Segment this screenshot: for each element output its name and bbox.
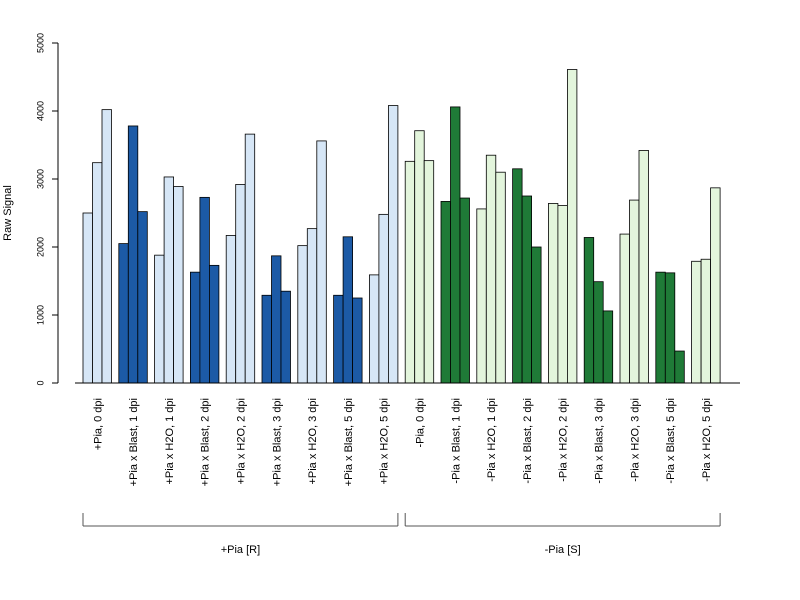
bar: [92, 162, 103, 384]
category-label: +Pia, 0 dpi: [92, 398, 104, 450]
category-label: -Pia x Blast, 5 dpi: [665, 398, 677, 484]
y-tick-label: 1000: [35, 305, 45, 325]
bar: [261, 294, 272, 384]
bar: [495, 171, 506, 384]
bar: [173, 186, 184, 384]
group-label: -Pia [S]: [545, 544, 581, 556]
category-label: +Pia x Blast, 1 dpi: [128, 398, 140, 486]
bar: [664, 272, 676, 384]
bar: [368, 274, 380, 384]
category-label: +Pia x H2O, 2 dpi: [235, 398, 247, 485]
y-tick-label: 0: [35, 380, 45, 385]
bar: [137, 211, 148, 384]
bar: [567, 69, 578, 384]
y-axis-title: Raw Signal: [2, 185, 14, 241]
bar: [333, 294, 344, 384]
bar: [235, 184, 246, 384]
bar: [440, 201, 451, 384]
category-labels: +Pia, 0 dpi +Pia x Blast, 1 dpi +Pia x H2O…: [92, 398, 713, 486]
bar: [691, 260, 702, 384]
y-tick-label: 4000: [35, 101, 45, 121]
category-label: +Pia x Blast, 2 dpi: [200, 398, 212, 486]
bar: [387, 105, 399, 384]
category-label: +Pia x H2O, 5 dpi: [379, 398, 391, 485]
bar: [521, 195, 532, 384]
bar: [82, 212, 93, 384]
category-label: +Pia x Blast, 3 dpi: [271, 398, 283, 486]
y-tick-label: 2000: [35, 237, 45, 257]
bar: [225, 235, 237, 384]
bar: [118, 243, 129, 384]
bar: [700, 258, 711, 384]
bar: [602, 310, 614, 384]
y-tick-label: 3000: [35, 169, 45, 189]
bar: [271, 255, 282, 384]
y-tick-label: 5000: [35, 33, 45, 53]
category-label: +Pia x H2O, 1 dpi: [164, 398, 176, 485]
category-label: -Pia x Blast, 3 dpi: [593, 398, 605, 484]
category-label: -Pia x Blast, 1 dpi: [450, 398, 462, 484]
bar: [352, 297, 363, 384]
bar: [512, 168, 523, 384]
bar: [342, 236, 354, 384]
bar: [316, 140, 327, 384]
bar: [476, 208, 487, 384]
group-label: +Pia [R]: [221, 544, 260, 556]
y-axis: 0 1000 2000 3000 4000 5000: [35, 33, 59, 386]
bar: [459, 197, 470, 384]
bar: [674, 350, 685, 384]
bar: [154, 254, 165, 384]
bar: [583, 237, 595, 384]
category-label: -Pia, 0 dpi: [414, 398, 426, 448]
bar: [208, 264, 220, 384]
bar: [710, 187, 721, 384]
group-brackets: +Pia [R] -Pia [S]: [82, 513, 721, 556]
bar: [378, 213, 389, 384]
bar: [423, 160, 435, 384]
category-label: -Pia x H2O, 5 dpi: [701, 398, 713, 482]
category-label: -Pia x H2O, 3 dpi: [629, 398, 641, 482]
bar: [548, 203, 559, 384]
category-label: -Pia x H2O, 2 dpi: [558, 398, 570, 482]
bar: [101, 109, 112, 384]
bar: [619, 233, 630, 384]
category-label: -Pia x H2O, 1 dpi: [486, 398, 498, 482]
category-label: +Pia x Blast, 5 dpi: [343, 398, 355, 486]
bar: [414, 130, 425, 384]
bar: [280, 290, 291, 384]
bar: [404, 160, 416, 384]
bar: [297, 245, 308, 384]
bar: [199, 196, 210, 384]
bar: [557, 205, 568, 384]
bar: [244, 133, 256, 384]
category-label: -Pia x Blast, 2 dpi: [522, 398, 534, 484]
bars: [82, 69, 721, 384]
bar: [485, 154, 497, 384]
bar: [127, 125, 139, 384]
bar: [655, 271, 666, 384]
bar: [306, 228, 318, 384]
bar: [450, 106, 461, 384]
bar: [189, 271, 201, 384]
bar: [593, 281, 604, 384]
bar: [531, 246, 542, 384]
bar: [163, 176, 175, 384]
category-label: +Pia x H2O, 3 dpi: [307, 398, 319, 485]
bar: [638, 150, 649, 384]
bar: [629, 199, 640, 384]
